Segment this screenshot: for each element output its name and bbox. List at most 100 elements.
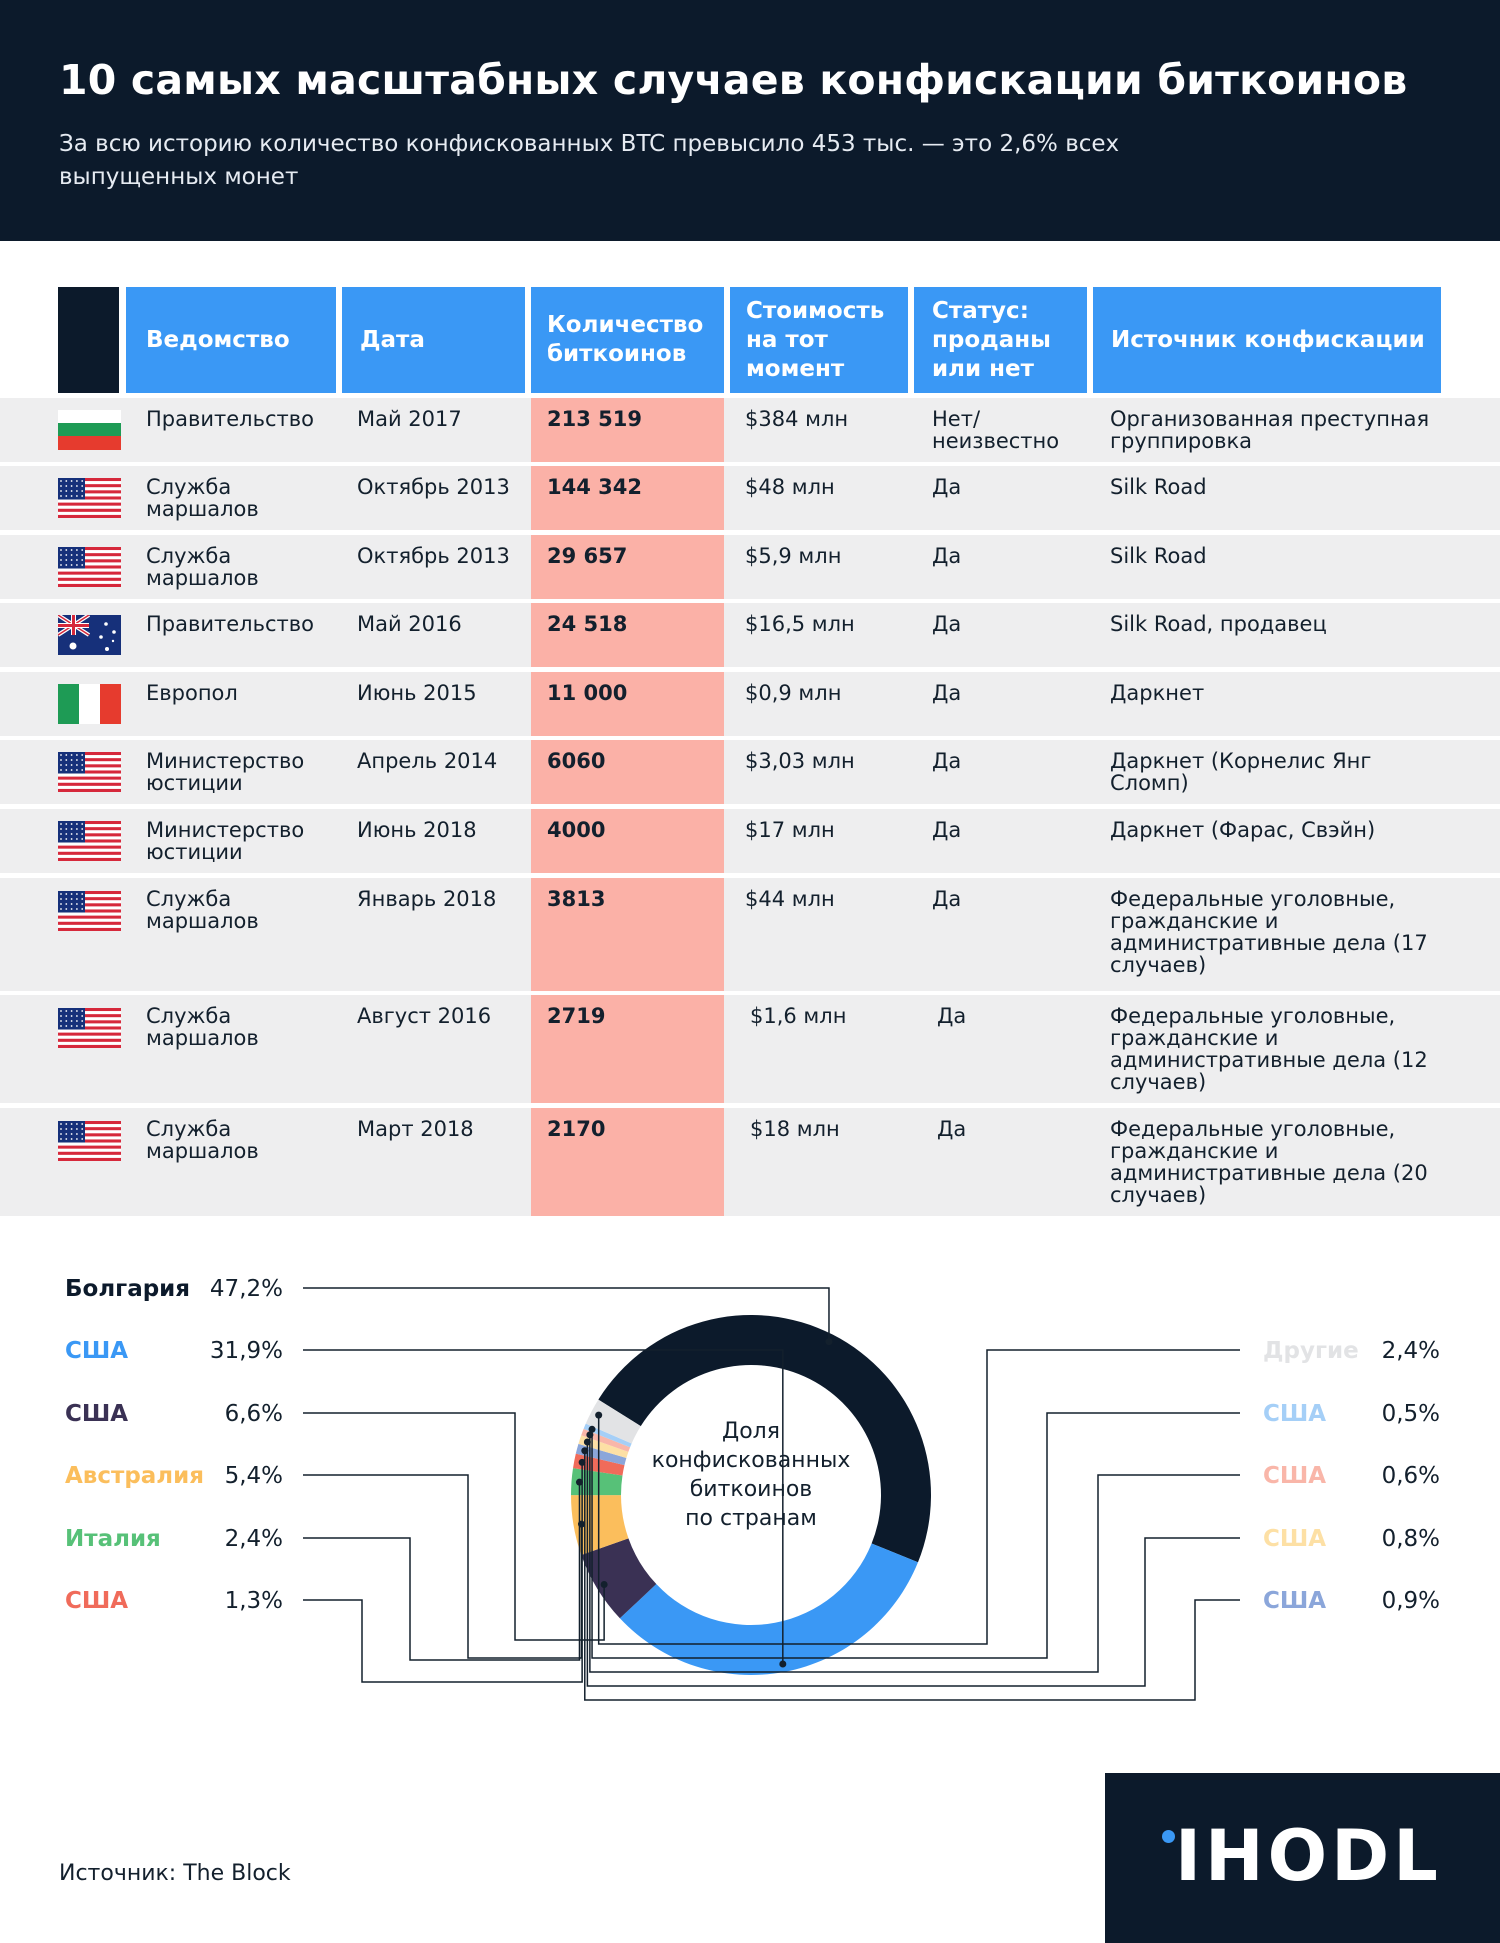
- source-cell: Silk Road: [1110, 475, 1207, 499]
- usa-flag-icon: [58, 1008, 121, 1049]
- date-cell: Апрель 2014: [357, 749, 498, 773]
- donut-chart: Доля конфискованных биткоинов по странам Бол…: [65, 1276, 1440, 1701]
- value-cell: $48 млн: [745, 475, 835, 499]
- legend-value: 0,6%: [1382, 1463, 1440, 1489]
- value-cell: $16,5 млн: [745, 612, 855, 636]
- agency-cell: Правительство: [146, 612, 314, 636]
- leader-line: [303, 1349, 784, 1665]
- date-cell: Октябрь 2013: [357, 544, 510, 568]
- table-header-flag-column: [58, 287, 119, 393]
- column-header-date: Дата: [342, 287, 525, 393]
- chart-title-line: по странам: [685, 1506, 817, 1531]
- legend-label: США: [1263, 1526, 1326, 1552]
- leader-dot: [600, 1581, 608, 1589]
- quantity-cell: 2719: [531, 995, 724, 1103]
- legend-value: 1,3%: [225, 1588, 283, 1614]
- quantity-cell: 6060: [531, 740, 724, 804]
- table-row: 4000 Министерство юстиции Июнь 2018 $17 млн…: [0, 809, 1500, 873]
- status-cell: Да: [932, 887, 962, 911]
- leader-line: [591, 1412, 1240, 1659]
- legend-value: 6,6%: [225, 1401, 283, 1427]
- legend-label: США: [1263, 1401, 1326, 1427]
- quantity-value: 213 519: [547, 407, 642, 431]
- quantity-cell: 2170: [531, 1108, 724, 1216]
- status-cell: Да: [937, 1004, 967, 1028]
- date-cell: Октябрь 2013: [357, 475, 510, 499]
- page-title: 10 самых масштабных случаев конфискации …: [59, 56, 1408, 104]
- value-cell: $3,03 млн: [745, 749, 855, 773]
- quantity-value: 2170: [547, 1117, 606, 1141]
- legend-label: США: [1263, 1463, 1326, 1489]
- quantity-value: 11 000: [547, 681, 628, 705]
- source-cell: Даркнет: [1110, 681, 1205, 705]
- agency-cell: Служба маршалов: [146, 887, 259, 933]
- leader-dot: [779, 1660, 787, 1668]
- column-header-value: Стоимость на тот момент: [730, 287, 908, 393]
- quantity-cell: 11 000: [531, 672, 724, 736]
- table-row: 144 342 Служба маршалов Октябрь 2013 $48 мл…: [0, 466, 1500, 530]
- legend-value: 5,4%: [225, 1463, 283, 1489]
- value-cell: $1,6 млн: [750, 1004, 847, 1028]
- source-cell: Silk Road: [1110, 544, 1207, 568]
- quantity-value: 4000: [547, 818, 606, 842]
- column-header-source: Источник конфискации: [1093, 287, 1441, 393]
- value-cell: $5,9 млн: [745, 544, 842, 568]
- leader-line: [584, 1450, 1240, 1701]
- leader-dot: [581, 1447, 589, 1455]
- agency-cell: Министерство юстиции: [146, 749, 305, 795]
- table-row: 3813 Служба маршалов Январь 2018 $44 млн Да Ф…: [0, 878, 1500, 991]
- agency-cell: Европол: [146, 681, 238, 705]
- status-cell: Да: [937, 1117, 967, 1141]
- table-row: 6060 Министерство юстиции Апрель 2014 $3,03…: [0, 740, 1500, 804]
- date-cell: Июнь 2018: [357, 818, 477, 842]
- table-row: 11 000 Европол Июнь 2015 $0,9 млн Да Даркнет: [0, 672, 1500, 736]
- donut-slice: [575, 1443, 627, 1466]
- usa-flag-icon: [58, 891, 121, 932]
- legend-value: 47,2%: [210, 1276, 283, 1302]
- italy-flag-icon: [58, 684, 121, 724]
- value-cell: $44 млн: [745, 887, 835, 911]
- donut-slice: [583, 1423, 632, 1448]
- agency-cell: Служба маршалов: [146, 1004, 259, 1050]
- quantity-cell: 213 519: [531, 398, 724, 462]
- header-banner: 10 самых масштабных случаев конфискации …: [0, 0, 1500, 241]
- quantity-cell: 29 657: [531, 535, 724, 599]
- leader-line: [303, 1482, 581, 1661]
- legend-value: 31,9%: [210, 1338, 283, 1364]
- date-cell: Март 2018: [357, 1117, 474, 1141]
- source-cell: Silk Road, продавец: [1110, 612, 1327, 636]
- date-cell: Август 2016: [357, 1004, 492, 1028]
- leader-dot: [595, 1411, 603, 1419]
- source-cell: Федеральные уголовные, гражданские и адм…: [1110, 887, 1428, 977]
- source-cell: Даркнет (Корнелис Янг Сломп): [1110, 749, 1372, 795]
- column-header-status: Статус: проданы или нет: [914, 287, 1087, 393]
- legend-value: 2,4%: [225, 1526, 283, 1552]
- leader-line: [303, 1474, 583, 1659]
- agency-cell: Министерство юстиции: [146, 818, 305, 864]
- column-header-agency: Ведомство: [126, 287, 336, 393]
- quantity-value: 29 657: [547, 544, 628, 568]
- agency-cell: Служба маршалов: [146, 544, 259, 590]
- legend-label: США: [65, 1588, 128, 1614]
- leader-line: [303, 1287, 830, 1342]
- leader-dot: [578, 1458, 586, 1466]
- quantity-cell: 4000: [531, 809, 724, 873]
- table-row: 213 519 Правительство Май 2017 $384 млн Нет/…: [0, 398, 1500, 462]
- quantity-value: 144 342: [547, 475, 642, 499]
- leader-dot: [825, 1338, 833, 1346]
- quantity-value: 2719: [547, 1004, 606, 1028]
- agency-cell: Правительство: [146, 407, 314, 431]
- date-cell: Май 2017: [357, 407, 462, 431]
- agency-cell: Служба маршалов: [146, 1117, 259, 1163]
- donut-slice: [581, 1428, 631, 1452]
- legend-value: 0,5%: [1382, 1401, 1440, 1427]
- status-cell: Да: [932, 818, 962, 842]
- chart-title-line: биткоинов: [690, 1477, 813, 1502]
- table-row: 29 657 Служба маршалов Октябрь 2013 $5,9 мл…: [0, 535, 1500, 599]
- leader-line: [589, 1434, 1240, 1673]
- agency-cell: Служба маршалов: [146, 475, 259, 521]
- quantity-value: 3813: [547, 887, 606, 911]
- date-cell: Май 2016: [357, 612, 462, 636]
- donut-slice: [619, 1543, 918, 1676]
- page-subtitle: За всю историю количество конфискованных…: [59, 131, 1120, 190]
